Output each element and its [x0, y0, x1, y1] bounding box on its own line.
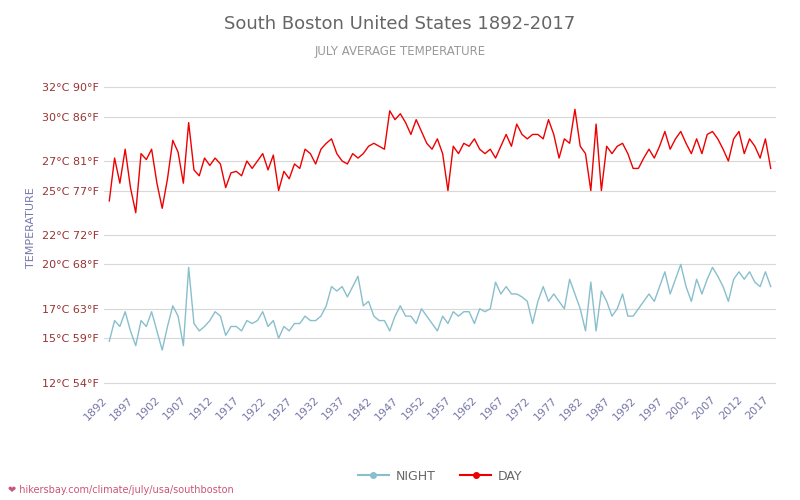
Text: South Boston United States 1892-2017: South Boston United States 1892-2017	[224, 15, 576, 33]
Y-axis label: TEMPERATURE: TEMPERATURE	[26, 187, 37, 268]
Text: ❤ hikersbay.com/climate/july/usa/southboston: ❤ hikersbay.com/climate/july/usa/southbo…	[8, 485, 234, 495]
Legend: NIGHT, DAY: NIGHT, DAY	[353, 465, 527, 488]
Text: JULY AVERAGE TEMPERATURE: JULY AVERAGE TEMPERATURE	[314, 45, 486, 58]
